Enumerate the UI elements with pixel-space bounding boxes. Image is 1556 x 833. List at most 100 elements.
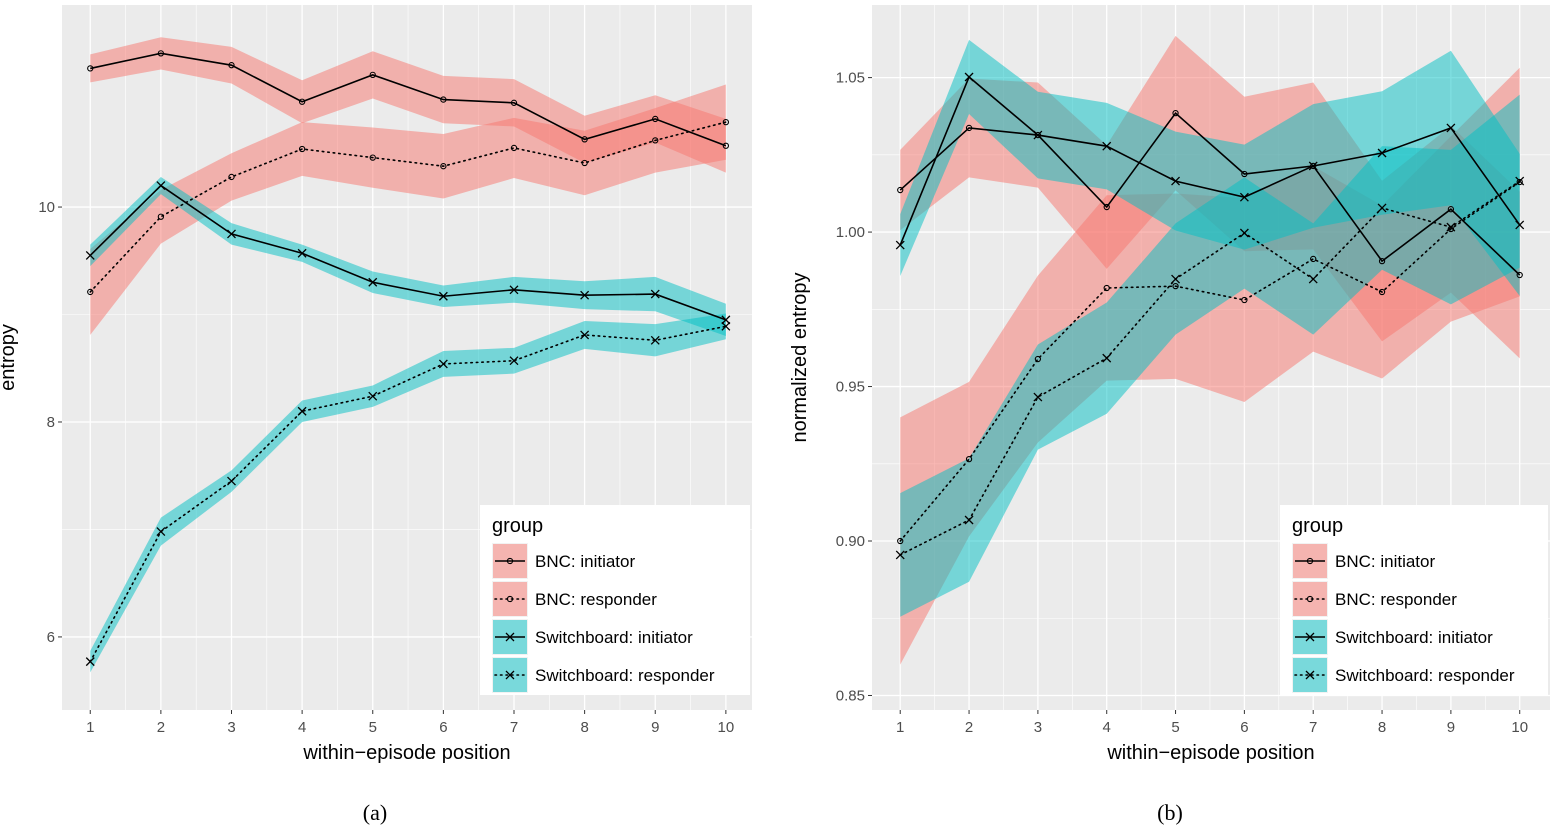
data-point <box>1033 392 1043 402</box>
data-point <box>1446 222 1456 232</box>
data-point <box>506 557 514 565</box>
data-point <box>897 537 904 545</box>
data-point <box>156 181 166 191</box>
data-point <box>298 145 306 153</box>
series-switchboard-responder <box>85 321 731 667</box>
data-point <box>580 330 590 340</box>
y-tick-label: 0.85 <box>836 687 865 704</box>
legend-label: BNC: responder <box>535 590 657 609</box>
legend-item: BNC: responder <box>492 581 657 617</box>
y-tick-label: 0.95 <box>836 379 865 396</box>
legend-title: group <box>492 515 543 537</box>
legend-label: Switchboard: responder <box>1335 666 1515 685</box>
data-point <box>1102 141 1112 151</box>
data-point <box>1447 206 1455 213</box>
data-point <box>650 335 660 345</box>
data-point <box>1171 176 1181 186</box>
legend-item: Switchboard: responder <box>1292 657 1515 693</box>
data-point <box>297 406 307 416</box>
data-point <box>964 72 974 82</box>
legend-title: group <box>1292 515 1343 537</box>
series-bnc-initiator <box>897 109 1523 279</box>
data-point <box>369 71 376 79</box>
data-point <box>1308 161 1318 171</box>
series-line <box>899 75 1521 246</box>
data-point <box>510 99 518 106</box>
data-point <box>1308 274 1318 284</box>
data-point <box>157 213 165 220</box>
data-point <box>965 455 973 463</box>
panel-caption: (b) <box>1157 800 1183 825</box>
x-tick-label: 10 <box>718 719 735 736</box>
x-tick-label: 1 <box>86 719 94 736</box>
data-point <box>652 115 659 123</box>
confidence-ribbon <box>90 313 726 673</box>
data-point <box>369 154 376 161</box>
x-tick-label: 7 <box>1309 719 1317 736</box>
data-point <box>1377 148 1387 158</box>
confidence-ribbon <box>90 176 726 337</box>
x-tick-label: 10 <box>1511 719 1528 736</box>
data-point <box>1378 257 1386 265</box>
data-point <box>440 163 447 170</box>
data-point <box>1515 220 1525 230</box>
data-point <box>438 291 448 301</box>
legend-item: BNC: initiator <box>492 543 635 579</box>
data-point <box>1171 274 1181 284</box>
data-point <box>721 315 731 325</box>
legend-item: Switchboard: initiator <box>1292 619 1493 655</box>
data-point <box>1034 355 1042 363</box>
data-point <box>368 391 378 401</box>
legend-item: Switchboard: responder <box>492 657 715 693</box>
data-point <box>1515 176 1525 186</box>
x-tick-label: 4 <box>298 719 306 736</box>
data-point <box>1033 130 1043 140</box>
series-bnc-initiator <box>87 50 730 149</box>
data-point <box>87 288 94 296</box>
data-point <box>227 229 236 239</box>
data-point <box>895 240 905 250</box>
legend-label: BNC: initiator <box>535 552 635 571</box>
data-point <box>1306 557 1314 565</box>
legend-label: BNC: responder <box>1335 590 1457 609</box>
data-point <box>157 50 165 57</box>
series-switchboard-initiator <box>85 181 731 325</box>
data-point <box>1103 203 1110 211</box>
y-tick-label: 0.90 <box>836 533 865 550</box>
panel-caption: (a) <box>363 800 387 825</box>
data-point <box>581 159 588 167</box>
data-point <box>228 173 235 181</box>
series-line <box>90 52 727 147</box>
x-axis-title: within−episode position <box>1106 742 1314 764</box>
legend-key-fill <box>493 582 527 616</box>
data-point <box>721 321 731 331</box>
x-tick-label: 5 <box>1171 719 1179 736</box>
data-point <box>1378 288 1386 296</box>
data-point <box>505 670 515 680</box>
x-tick-label: 2 <box>157 719 165 736</box>
data-point <box>1516 271 1523 279</box>
confidence-ribbon <box>900 39 1520 297</box>
x-tick-label: 2 <box>965 719 973 736</box>
data-point <box>581 136 588 143</box>
y-tick-label: 10 <box>38 199 55 216</box>
x-tick-label: 8 <box>1378 719 1386 736</box>
x-tick-label: 7 <box>510 719 518 736</box>
y-tick-label: 8 <box>47 414 55 431</box>
legend: group BNC: initiator BNC: responder Switchb… <box>1280 505 1548 695</box>
series-line <box>899 111 1521 276</box>
data-point <box>438 359 448 369</box>
x-tick-label: 6 <box>1240 719 1248 736</box>
data-point <box>1241 170 1248 178</box>
y-tick-label: 1.00 <box>836 224 865 241</box>
data-point <box>510 144 518 152</box>
legend-label: BNC: initiator <box>1335 552 1435 571</box>
data-point <box>1239 228 1249 238</box>
x-tick-label: 1 <box>896 719 904 736</box>
legend-item: Switchboard: initiator <box>492 619 693 655</box>
data-point <box>1102 353 1112 363</box>
data-point <box>1172 109 1179 117</box>
data-point <box>650 289 660 299</box>
x-tick-label: 4 <box>1103 719 1111 736</box>
y-tick-label: 1.05 <box>836 70 865 87</box>
